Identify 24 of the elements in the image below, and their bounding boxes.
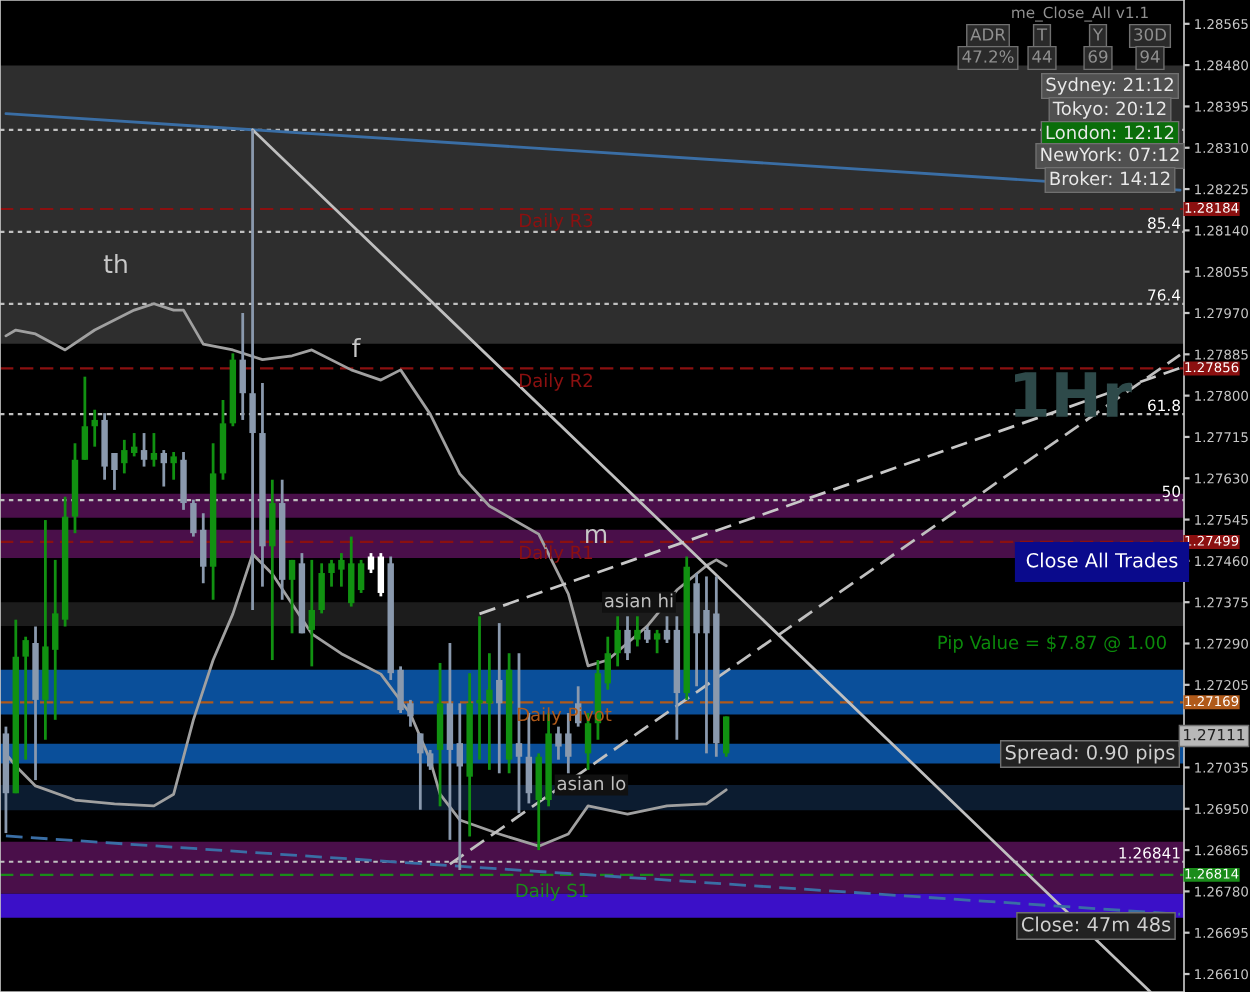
annotation: Close: 47m 48s (1021, 916, 1171, 932)
annotation: London: 12:12 (1046, 125, 1174, 140)
annotation: f (352, 337, 361, 357)
annotation: 30D (1134, 28, 1167, 41)
annotation: ADR (970, 28, 1006, 41)
band-label: asian lo (557, 776, 626, 791)
annotation: Close All Trades (1026, 552, 1178, 568)
annotation: 44 (1032, 50, 1052, 63)
annotation: Spread: 0.90 pips (1005, 744, 1175, 764)
annotation: Broker: 14:12 (1050, 171, 1170, 186)
annotation: th (103, 253, 127, 273)
annotation: m (586, 528, 607, 543)
band-label: asian hi (604, 593, 673, 608)
annotation: Sydney: 21:12 (1046, 77, 1173, 95)
annotation: T (1036, 28, 1048, 41)
annotation: NewYork: 07:12 (1041, 147, 1179, 162)
annotation: 47.2% (962, 50, 1014, 63)
annotation: Pip Value = $7.87 @ 1.00 (938, 635, 1166, 653)
annotation: 69 (1088, 50, 1108, 63)
annotation: Tokyo: 20:12 (1052, 101, 1166, 119)
annotation: Y (1092, 28, 1104, 41)
annotation: Daily R3 (520, 213, 593, 231)
annotation: Daily R2 (520, 373, 592, 391)
annotation: 94 (1140, 50, 1160, 63)
